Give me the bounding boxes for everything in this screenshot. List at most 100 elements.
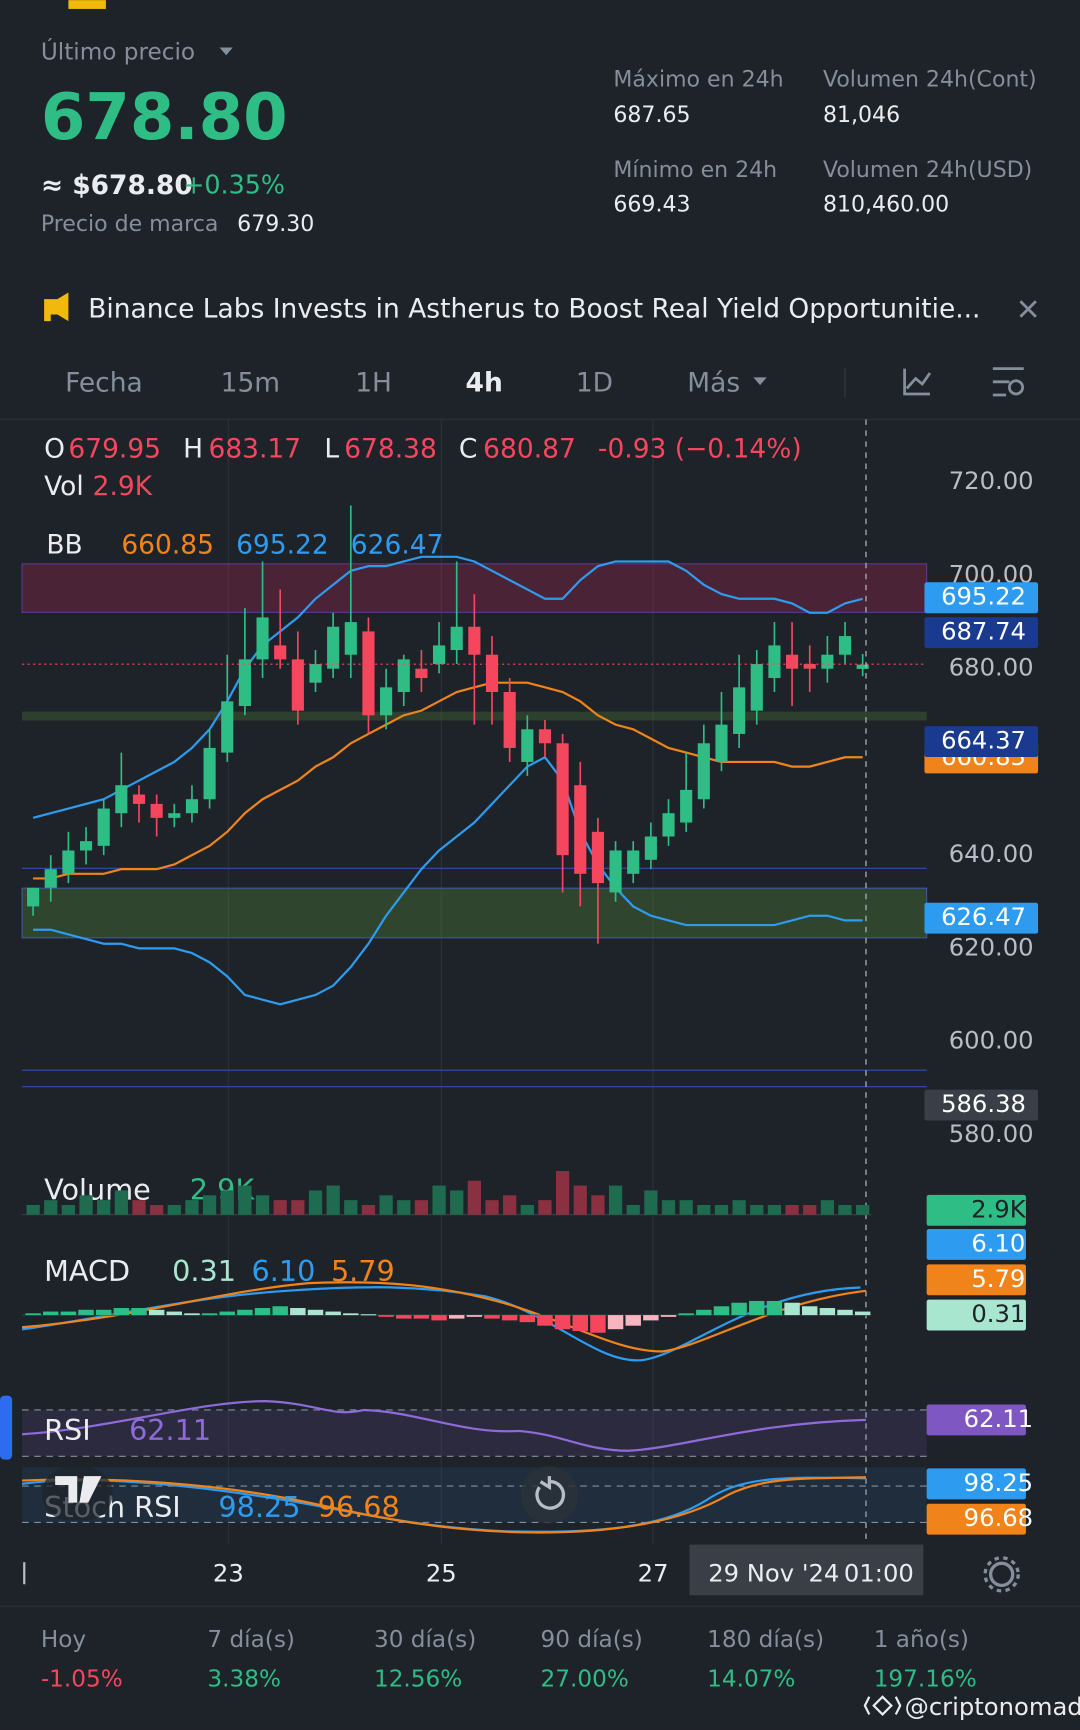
candle-body — [609, 850, 622, 893]
ohlc-value: 679.95 — [68, 434, 161, 465]
candle-body — [432, 645, 446, 665]
stat-value: 669.43 — [613, 192, 690, 217]
tab[interactable]: Más — [687, 368, 740, 399]
volume-bar — [555, 1171, 570, 1215]
candle-body — [27, 887, 40, 907]
news-text[interactable]: Binance Labs Invests in Astherus to Boos… — [88, 294, 980, 325]
ohlc-value: 680.87 — [483, 434, 576, 465]
candle-body — [450, 626, 463, 651]
period-value: 3.38% — [207, 1667, 281, 1693]
macd-bar — [660, 1315, 677, 1317]
candle-body — [521, 729, 534, 762]
indicator-badge — [926, 1468, 1026, 1500]
signal-line — [21, 1281, 867, 1353]
volume-bar — [608, 1185, 623, 1215]
macd-bar — [696, 1309, 712, 1316]
macd-bar — [254, 1308, 271, 1316]
period-value: 27.00% — [541, 1667, 629, 1693]
macd-bar — [201, 1313, 218, 1316]
y-tick-label: 580.00 — [949, 1119, 1034, 1148]
volume-bar — [591, 1195, 605, 1215]
candle-body — [221, 701, 234, 753]
macd-bar — [749, 1300, 765, 1316]
tab[interactable]: 15m — [221, 368, 280, 399]
volume-bar — [61, 1204, 76, 1215]
macd-bar — [166, 1311, 183, 1316]
candle-body — [503, 692, 516, 748]
tab-active[interactable]: 4h — [466, 368, 503, 399]
volume-bar — [485, 1200, 499, 1215]
period-label: Hoy — [41, 1627, 87, 1653]
volume-bar — [538, 1200, 552, 1215]
last-price-label[interactable]: Último precio — [41, 38, 195, 66]
volume-bar — [397, 1200, 411, 1215]
indicator-badge-label: 62.11 — [964, 1404, 1033, 1433]
candle-body — [97, 808, 110, 846]
macd-bar — [396, 1315, 412, 1319]
candle-body — [397, 659, 410, 693]
volume-bar — [185, 1200, 199, 1215]
volume-bar — [379, 1195, 393, 1215]
gear-icon[interactable] — [983, 1556, 1020, 1593]
settings-icon[interactable] — [1008, 379, 1025, 396]
volume-bar — [238, 1185, 252, 1215]
volume-bar — [344, 1200, 358, 1215]
candle-body — [838, 636, 852, 655]
stat-label: Volumen 24h(USD) — [823, 158, 1032, 183]
macd-bar — [78, 1309, 94, 1316]
settings-icon[interactable] — [992, 367, 1024, 397]
candle-body — [362, 631, 375, 716]
side-tab[interactable] — [0, 1395, 13, 1460]
ohlc-label: H — [183, 434, 203, 465]
reset-icon[interactable] — [535, 1476, 566, 1510]
candle-body — [309, 664, 322, 683]
candle-body — [291, 659, 304, 711]
volume-bar — [520, 1204, 534, 1215]
volume-bar — [856, 1204, 870, 1215]
volume-bar — [679, 1200, 693, 1215]
stat-value: 81,046 — [823, 103, 900, 128]
tab[interactable]: Fecha — [65, 368, 143, 399]
indicator-badge — [926, 1264, 1026, 1296]
candle-body — [115, 785, 128, 814]
macd-bar — [731, 1302, 747, 1316]
price-chart: 720.00700.00680.00640.00620.00600.00580.… — [27, 466, 1034, 1148]
tab[interactable]: 1H — [355, 368, 392, 399]
volume-bar — [573, 1185, 587, 1215]
candle-body — [574, 785, 587, 874]
approx-price: ≈ $678.80 — [41, 170, 193, 201]
tab-indicator — [68, 0, 106, 9]
gear-icon[interactable] — [988, 1561, 1015, 1588]
stoch-band — [22, 1467, 927, 1523]
candle-body — [380, 687, 393, 716]
indicator-icon[interactable] — [903, 368, 932, 396]
dropdown-icon[interactable] — [219, 47, 233, 56]
candle-body — [733, 687, 746, 734]
indicator-badge — [926, 1404, 1026, 1436]
volume-bar — [255, 1195, 270, 1215]
candle-body — [662, 813, 675, 837]
candle-body — [203, 747, 216, 800]
macd-bar — [625, 1315, 641, 1326]
stat-value: 687.65 — [613, 103, 690, 128]
candle-body — [168, 813, 181, 818]
period-value: -1.05% — [41, 1667, 123, 1693]
tab[interactable]: 1D — [576, 368, 613, 399]
macd-bar — [501, 1315, 518, 1321]
macd-bar — [484, 1315, 500, 1319]
dropdown-icon[interactable] — [753, 377, 767, 386]
indicator-badge-label: 6.10 — [971, 1228, 1025, 1257]
reset-button[interactable] — [520, 1466, 579, 1524]
price-tag — [924, 1089, 1039, 1121]
close-news[interactable] — [1019, 300, 1037, 318]
price-tag — [924, 726, 1039, 757]
y-tick-label: 600.00 — [949, 1026, 1034, 1055]
macd-bar — [802, 1306, 818, 1316]
y-tick-label: 720.00 — [949, 466, 1034, 495]
last-price: 678.80 — [41, 81, 288, 155]
volume-bar — [167, 1204, 181, 1215]
candle-body — [185, 799, 199, 814]
volume-bar — [44, 1200, 58, 1215]
candle-body — [256, 617, 269, 660]
macd-bar — [678, 1313, 694, 1316]
